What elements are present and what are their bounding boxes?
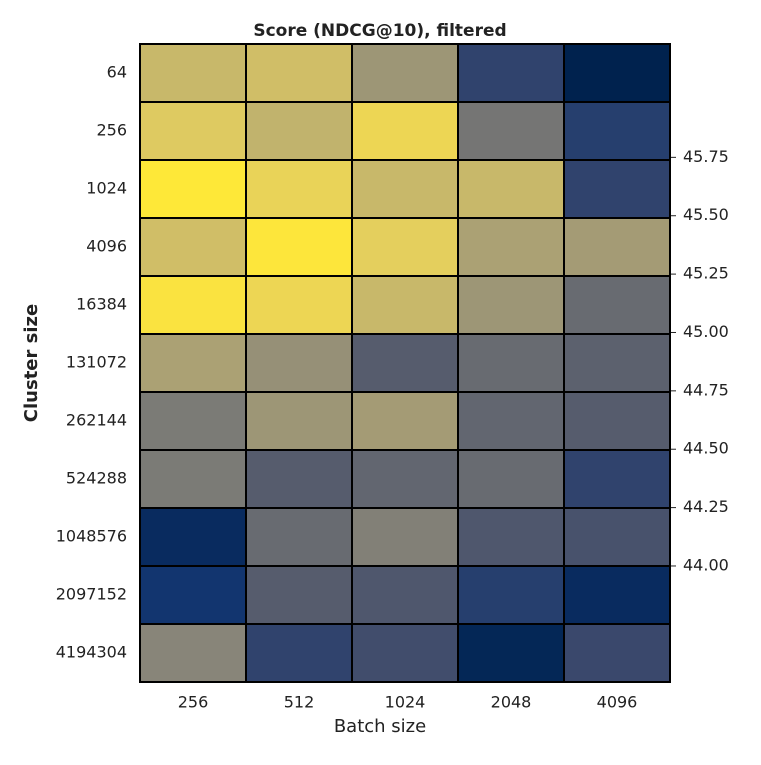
heatmap-cell [563, 101, 671, 161]
colorbar-tick-label: 44.50 [683, 439, 729, 458]
heatmap-cell [457, 333, 565, 393]
heatmap-cell [563, 623, 671, 683]
heatmap-cell [139, 217, 247, 277]
heatmap-cell [139, 43, 247, 103]
heatmap-cell [245, 333, 353, 393]
heatmap-cell [139, 275, 247, 335]
y-tick-label: 262144 [66, 411, 127, 430]
heatmap-cell [563, 43, 671, 103]
y-axis-label: Cluster size [21, 304, 42, 422]
heatmap-cell [563, 333, 671, 393]
heatmap-cell [139, 507, 247, 567]
heatmap-cell [563, 507, 671, 567]
heatmap-cell [245, 275, 353, 335]
heatmap-cell [245, 507, 353, 567]
heatmap-cell [457, 101, 565, 161]
heatmap-cell [245, 449, 353, 509]
colorbar-tick-label: 45.50 [683, 205, 729, 224]
heatmap-cell [139, 333, 247, 393]
x-tick-label: 4096 [597, 693, 638, 712]
heatmap-cell [563, 275, 671, 335]
y-tick-label: 524288 [66, 469, 127, 488]
heatmap-cell [245, 623, 353, 683]
heatmap-cell [457, 565, 565, 625]
y-tick-label: 131072 [66, 353, 127, 372]
heatmap-cell [245, 159, 353, 219]
heatmap-cell [457, 217, 565, 277]
heatmap-cell [351, 275, 459, 335]
chart-title: Score (NDCG@10), filtered [253, 21, 506, 41]
heatmap-cell [457, 391, 565, 451]
heatmap-cell [245, 101, 353, 161]
heatmap-cell [351, 623, 459, 683]
heatmap-cell [139, 449, 247, 509]
colorbar-tick-label: 45.00 [683, 322, 729, 341]
x-tick-label: 256 [178, 693, 209, 712]
heatmap-cell [245, 43, 353, 103]
heatmap-cell [245, 217, 353, 277]
heatmap-cell [563, 391, 671, 451]
y-tick-label: 4194304 [56, 643, 127, 662]
heatmap-cell [139, 101, 247, 161]
heatmap-cell [139, 565, 247, 625]
heatmap-cell [351, 565, 459, 625]
heatmap-cell [563, 159, 671, 219]
heatmap-cell [351, 101, 459, 161]
colorbar-tick-label: 44.75 [683, 380, 729, 399]
colorbar-tick-label: 44.00 [683, 555, 729, 574]
y-tick-label: 2097152 [56, 585, 127, 604]
heatmap-cell [457, 275, 565, 335]
heatmap-cell [457, 159, 565, 219]
y-tick-label: 16384 [76, 295, 127, 314]
heatmap-cell [245, 391, 353, 451]
y-tick-label: 1024 [86, 179, 127, 198]
heatmap-cell [457, 449, 565, 509]
heatmap-cell [351, 333, 459, 393]
heatmap-cell [457, 43, 565, 103]
x-tick-label: 1024 [385, 693, 426, 712]
y-tick-label: 1048576 [56, 527, 127, 546]
heatmap-cell [351, 159, 459, 219]
y-tick-label: 4096 [86, 237, 127, 256]
colorbar-tick-label: 44.25 [683, 497, 729, 516]
heatmap-cell [563, 565, 671, 625]
y-tick-label: 64 [107, 63, 127, 82]
heatmap-cell [351, 449, 459, 509]
x-tick-label: 2048 [491, 693, 532, 712]
heatmap-cell [351, 391, 459, 451]
heatmap-cell [139, 391, 247, 451]
heatmap-cell [457, 507, 565, 567]
heatmap-cell [351, 217, 459, 277]
heatmap-cell [139, 159, 247, 219]
x-tick-label: 512 [284, 693, 315, 712]
heatmap-cell [351, 507, 459, 567]
heatmap-cell [139, 623, 247, 683]
x-axis-label: Batch size [334, 716, 426, 737]
heatmap-cell [245, 565, 353, 625]
heatmap-cell [351, 43, 459, 103]
heatmap-cell [457, 623, 565, 683]
heatmap-cell [563, 449, 671, 509]
colorbar-tick-label: 45.75 [683, 147, 729, 166]
y-tick-label: 256 [96, 121, 127, 140]
heatmap-cell [563, 217, 671, 277]
colorbar-tick-label: 45.25 [683, 264, 729, 283]
